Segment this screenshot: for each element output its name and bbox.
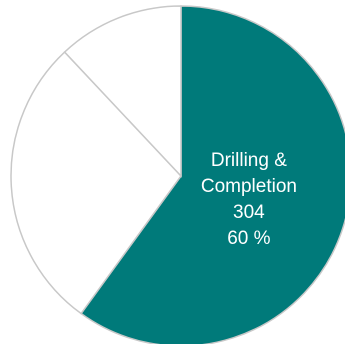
slice-label-line: Drilling & (211, 150, 287, 171)
pie-slice-0 (80, 5, 345, 344)
pie-slices (10, 5, 345, 344)
slice-label-line: Completion (201, 176, 297, 197)
slice-percent-label: 60 % (227, 228, 270, 249)
pie-slice-2 (63, 5, 182, 178)
slice-value-label: 304 (233, 202, 265, 223)
pie-labels: Drilling & Completion 304 60 % (201, 150, 297, 249)
pie-slice-1 (10, 51, 182, 315)
